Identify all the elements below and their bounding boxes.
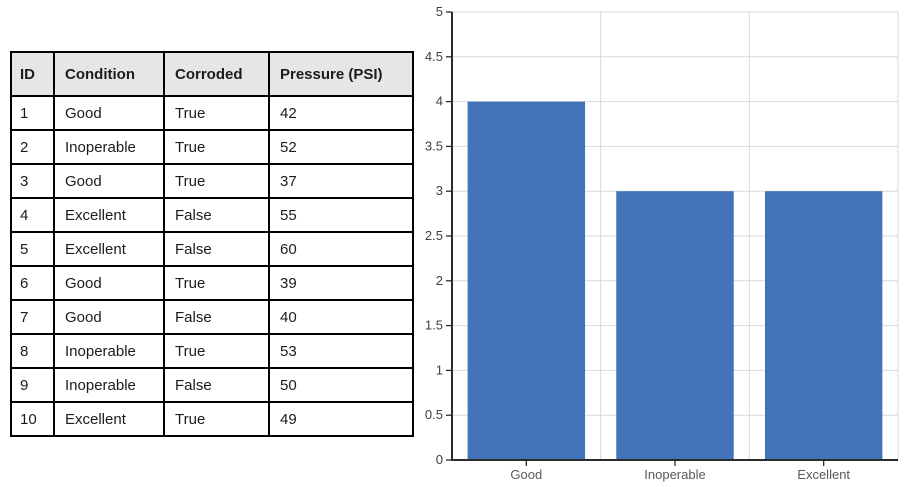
y-tick-label: 3.5 xyxy=(425,138,443,153)
y-tick-label: 0 xyxy=(436,452,443,467)
bar-chart-svg: 0 0.5 1 1.5 2 2.5 3 3.5 4 4.5 5 Good Inoperable Excel… xyxy=(425,4,899,482)
table-cell-pressure: 50 xyxy=(268,367,414,403)
table-cell-id: 5 xyxy=(10,231,55,267)
table-cell-pressure: 49 xyxy=(268,401,414,437)
table-cell-id: 1 xyxy=(10,95,55,131)
table-row: 6 Good True 39 xyxy=(10,265,414,301)
pipe-data-table-container: ID Condition Corroded Pressure (PSI) 1 Go… xyxy=(10,51,414,437)
table-cell-pressure: 42 xyxy=(268,95,414,131)
bar-inoperable xyxy=(616,191,734,460)
table-row: 7 Good False 40 xyxy=(10,299,414,335)
table-cell-pressure: 53 xyxy=(268,333,414,369)
table-cell-pressure: 60 xyxy=(268,231,414,267)
table-cell-id: 10 xyxy=(10,401,55,437)
column-header-id: ID xyxy=(10,51,55,97)
table-cell-condition: Inoperable xyxy=(53,367,165,403)
column-header-corroded: Corroded xyxy=(163,51,270,97)
table-row: 1 Good True 42 xyxy=(10,95,414,131)
table-cell-condition: Excellent xyxy=(53,231,165,267)
y-tick-label: 1.5 xyxy=(425,318,443,333)
table-cell-condition: Good xyxy=(53,163,165,199)
table-cell-pressure: 39 xyxy=(268,265,414,301)
table-cell-corroded: True xyxy=(163,95,270,131)
table-cell-pressure: 37 xyxy=(268,163,414,199)
table-row: 9 Inoperable False 50 xyxy=(10,367,414,403)
table-row: 5 Excellent False 60 xyxy=(10,231,414,267)
table-row: 8 Inoperable True 53 xyxy=(10,333,414,369)
table-row: 4 Excellent False 55 xyxy=(10,197,414,233)
table-cell-condition: Inoperable xyxy=(53,129,165,165)
y-tick-label: 4 xyxy=(436,94,443,109)
column-header-condition: Condition xyxy=(53,51,165,97)
table-header-row: ID Condition Corroded Pressure (PSI) xyxy=(10,51,414,97)
table-body: 1 Good True 42 2 Inoperable True 52 3 Good True 37 4… xyxy=(10,95,414,437)
y-tick-label: 3 xyxy=(436,183,443,198)
table-cell-condition: Inoperable xyxy=(53,333,165,369)
condition-bar-chart: 0 0.5 1 1.5 2 2.5 3 3.5 4 4.5 5 Good Inoperable Excel… xyxy=(425,0,904,487)
table-cell-corroded: True xyxy=(163,129,270,165)
table-cell-condition: Good xyxy=(53,95,165,131)
table-cell-id: 7 xyxy=(10,299,55,335)
table-cell-corroded: True xyxy=(163,163,270,199)
y-tick-label: 1 xyxy=(436,362,443,377)
table-cell-condition: Good xyxy=(53,265,165,301)
table-cell-pressure: 55 xyxy=(268,197,414,233)
table-cell-corroded: True xyxy=(163,401,270,437)
table-cell-id: 2 xyxy=(10,129,55,165)
y-tick-label: 5 xyxy=(436,4,443,19)
y-tick-label: 2 xyxy=(436,273,443,288)
y-tick-label: 0.5 xyxy=(425,407,443,422)
pipe-data-table: ID Condition Corroded Pressure (PSI) 1 Go… xyxy=(10,51,414,437)
x-tick-label-inoperable: Inoperable xyxy=(644,467,705,482)
table-cell-condition: Excellent xyxy=(53,197,165,233)
column-header-pressure: Pressure (PSI) xyxy=(268,51,414,97)
table-cell-corroded: True xyxy=(163,265,270,301)
table-cell-id: 8 xyxy=(10,333,55,369)
y-tick-label: 2.5 xyxy=(425,228,443,243)
table-cell-condition: Good xyxy=(53,299,165,335)
table-row: 3 Good True 37 xyxy=(10,163,414,199)
table-cell-pressure: 40 xyxy=(268,299,414,335)
x-tick-label-excellent: Excellent xyxy=(797,467,850,482)
table-cell-id: 9 xyxy=(10,367,55,403)
table-cell-corroded: False xyxy=(163,197,270,233)
table-cell-condition: Excellent xyxy=(53,401,165,437)
table-cell-pressure: 52 xyxy=(268,129,414,165)
table-cell-corroded: True xyxy=(163,333,270,369)
bar-excellent xyxy=(764,191,883,460)
table-cell-corroded: False xyxy=(163,231,270,267)
table-cell-corroded: False xyxy=(163,299,270,335)
table-row: 2 Inoperable True 52 xyxy=(10,129,414,165)
table-cell-id: 4 xyxy=(10,197,55,233)
table-cell-corroded: False xyxy=(163,367,270,403)
table-cell-id: 6 xyxy=(10,265,55,301)
bar-good xyxy=(467,101,586,460)
table-row: 10 Excellent True 49 xyxy=(10,401,414,437)
y-tick-label: 4.5 xyxy=(425,49,443,64)
x-tick-label-good: Good xyxy=(510,467,542,482)
table-cell-id: 3 xyxy=(10,163,55,199)
